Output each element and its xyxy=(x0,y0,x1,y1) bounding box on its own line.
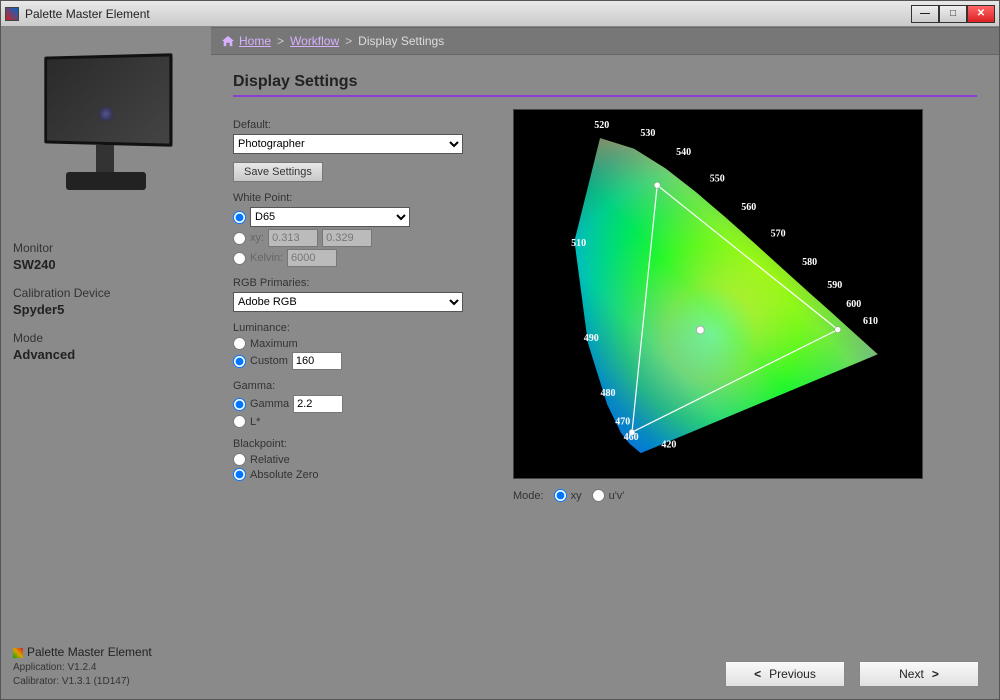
bp-absolute-radio[interactable] xyxy=(233,468,246,481)
rgb-label: RGB Primaries: xyxy=(233,277,493,289)
lstar-label: L* xyxy=(250,416,260,428)
svg-text:590: 590 xyxy=(827,280,842,291)
previous-button[interactable]: <Previous xyxy=(725,661,845,687)
home-icon[interactable] xyxy=(221,35,235,47)
sidebar: Monitor SW240 Calibration Device Spyder5… xyxy=(1,27,211,699)
wp-preset-radio[interactable] xyxy=(233,211,246,224)
wp-y-input[interactable] xyxy=(322,229,372,247)
app-icon xyxy=(5,7,19,21)
wp-kelvin-radio[interactable] xyxy=(233,252,246,265)
chromaticity-chart: 420 460 470 480 490 510 520 530 540 550 560 570 580 5… xyxy=(513,109,923,479)
svg-text:530: 530 xyxy=(640,128,655,139)
mode-uv-radio[interactable] xyxy=(592,489,605,502)
bp-absolute-label: Absolute Zero xyxy=(250,469,318,481)
svg-text:510: 510 xyxy=(571,238,586,249)
minimize-button[interactable]: — xyxy=(911,5,939,23)
sidebar-footer: Palette Master Element Application: V1.2… xyxy=(13,644,199,689)
luminance-label: Luminance: xyxy=(233,322,493,334)
mode-uv-label: u'v' xyxy=(609,490,625,502)
monitor-label: Monitor xyxy=(13,241,199,255)
brand-name: Palette Master Element xyxy=(27,645,152,659)
breadcrumb-workflow[interactable]: Workflow xyxy=(290,34,339,48)
blackpoint-label: Blackpoint: xyxy=(233,438,493,450)
default-label: Default: xyxy=(233,119,493,131)
page-title: Display Settings xyxy=(233,73,977,91)
previous-label: Previous xyxy=(769,667,816,681)
monitor-image xyxy=(21,47,191,207)
svg-text:580: 580 xyxy=(802,257,817,268)
svg-text:480: 480 xyxy=(601,388,616,399)
device-value: Spyder5 xyxy=(13,302,199,317)
brand-icon xyxy=(13,648,23,658)
svg-text:610: 610 xyxy=(863,316,878,327)
svg-text:420: 420 xyxy=(661,439,676,450)
accent-line xyxy=(233,95,977,97)
mode-xy-radio[interactable] xyxy=(554,489,567,502)
chart-mode-label: Mode: xyxy=(513,490,544,502)
lstar-radio[interactable] xyxy=(233,415,246,428)
breadcrumb: Home > Workflow > Display Settings xyxy=(211,27,999,55)
save-settings-button[interactable]: Save Settings xyxy=(233,162,323,182)
monitor-value: SW240 xyxy=(13,257,199,272)
rgb-select[interactable]: Adobe RGB xyxy=(233,292,463,312)
gamma-label: Gamma: xyxy=(233,380,493,392)
breadcrumb-current: Display Settings xyxy=(358,34,444,48)
svg-text:490: 490 xyxy=(584,333,599,344)
svg-text:470: 470 xyxy=(615,417,630,428)
lum-max-radio[interactable] xyxy=(233,337,246,350)
mode-label: Mode xyxy=(13,331,199,345)
lum-custom-input[interactable] xyxy=(292,352,342,370)
lum-custom-radio[interactable] xyxy=(233,355,246,368)
bp-relative-label: Relative xyxy=(250,454,290,466)
mode-value: Advanced xyxy=(13,347,199,362)
svg-text:550: 550 xyxy=(710,173,725,184)
wp-x-input[interactable] xyxy=(268,229,318,247)
device-label: Calibration Device xyxy=(13,286,199,300)
wp-kelvin-label: Kelvin: xyxy=(250,252,283,264)
gamma-opt-label: Gamma xyxy=(250,398,289,410)
lum-custom-label: Custom xyxy=(250,355,288,367)
breadcrumb-home[interactable]: Home xyxy=(239,34,271,48)
app-version: Application: V1.2.4 xyxy=(13,661,199,675)
next-button[interactable]: Next> xyxy=(859,661,979,687)
svg-text:540: 540 xyxy=(676,147,691,158)
maximize-button[interactable]: □ xyxy=(939,5,967,23)
svg-text:460: 460 xyxy=(624,432,639,443)
svg-text:520: 520 xyxy=(594,120,609,131)
wp-kelvin-input[interactable] xyxy=(287,249,337,267)
window-title: Palette Master Element xyxy=(25,7,911,21)
svg-text:560: 560 xyxy=(741,202,756,213)
gamma-input[interactable] xyxy=(293,395,343,413)
svg-text:570: 570 xyxy=(771,229,786,240)
mode-xy-label: xy xyxy=(571,490,582,502)
wp-xy-radio[interactable] xyxy=(233,232,246,245)
titlebar: Palette Master Element — □ ✕ xyxy=(1,1,999,27)
next-label: Next xyxy=(899,667,924,681)
close-button[interactable]: ✕ xyxy=(967,5,995,23)
bp-relative-radio[interactable] xyxy=(233,453,246,466)
svg-text:600: 600 xyxy=(846,299,861,310)
wp-preset-select[interactable]: D65 xyxy=(250,207,410,227)
calibrator-version: Calibrator: V1.3.1 (1D147) xyxy=(13,675,199,689)
lum-max-label: Maximum xyxy=(250,338,298,350)
default-select[interactable]: Photographer xyxy=(233,134,463,154)
whitepoint-label: White Point: xyxy=(233,192,493,204)
gamma-radio[interactable] xyxy=(233,398,246,411)
wp-xy-label: xy: xyxy=(250,232,264,244)
